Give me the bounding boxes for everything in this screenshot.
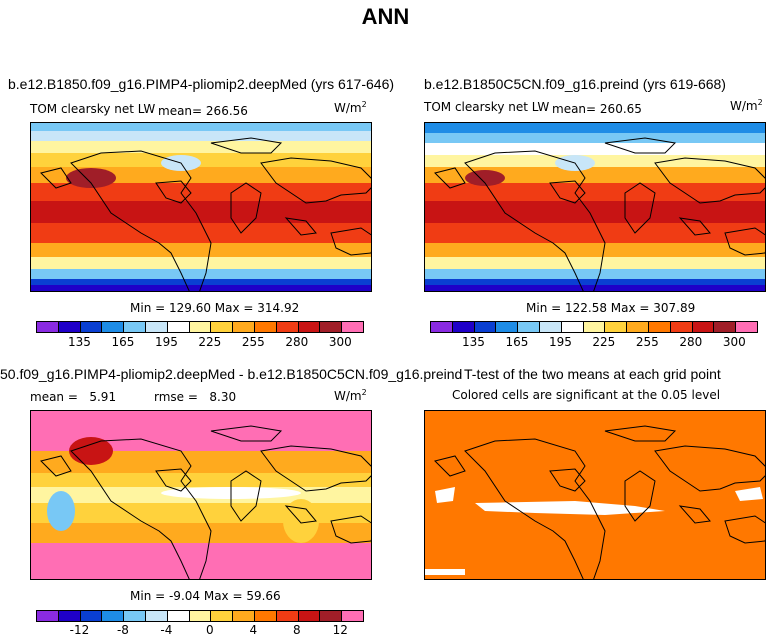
colorbar-cell <box>166 322 189 332</box>
colorbar-test <box>36 321 364 333</box>
colorbar-cell <box>473 322 496 332</box>
colorbar-cell <box>37 611 58 621</box>
colorbar-tick-label: 165 <box>111 335 135 349</box>
figure-title: ANN <box>361 4 410 29</box>
colorbar-tick-label: 225 <box>198 335 222 349</box>
colorbar-cell <box>57 322 80 332</box>
colorbar-cell <box>253 322 276 332</box>
panel-diff-units: W/m2 <box>334 388 367 403</box>
panel-test-units: W/m2 <box>334 100 367 115</box>
colorbar-cell <box>232 611 254 621</box>
panel-control-minmax: Min = 122.58 Max = 307.89 <box>526 301 696 315</box>
colorbar-cell <box>275 322 298 332</box>
colorbar-cell <box>79 611 102 621</box>
colorbar-cell <box>123 322 145 332</box>
colorbar-tick-label: 300 <box>328 335 352 349</box>
panel-test-title: b.e12.B1850.f09_g16.PIMP4-pliomip2.deepM… <box>8 76 395 92</box>
panel-diff-map <box>30 410 372 580</box>
colorbar-cell <box>123 611 145 621</box>
panel-test-mean: mean= 266.56 <box>158 104 248 118</box>
colorbar-cell <box>517 322 539 332</box>
panel-diff-minmax: Min = -9.04 Max = 59.66 <box>130 589 281 603</box>
colorbar-tick-label: 135 <box>68 335 91 349</box>
panel-ttest-map <box>424 410 766 580</box>
colorbar-tick-label: 195 <box>154 335 178 349</box>
colorbar-cell <box>431 322 452 332</box>
colorbar-cell <box>166 611 189 621</box>
colorbar-cell <box>647 322 670 332</box>
panel-ttest-subtitle: Colored cells are significant at the 0.0… <box>452 388 721 402</box>
colorbar-tick-label: 255 <box>241 335 265 349</box>
panel-test-map <box>30 122 372 292</box>
panel-control-title: b.e12.B1850C5CN.f09_g16.preind (yrs 619-… <box>424 76 726 92</box>
colorbar-cell <box>101 611 124 621</box>
colorbar-cell <box>57 611 80 621</box>
colorbar-tick-label: 12 <box>332 623 348 637</box>
panel-control-map <box>424 122 766 292</box>
colorbar-cell <box>319 611 342 621</box>
colorbar-tick-label: 255 <box>635 335 659 349</box>
colorbar-tick-label: 8 <box>292 623 301 637</box>
colorbar-cell <box>341 322 363 332</box>
colorbar-control-cells <box>431 322 757 332</box>
colorbar-cell <box>735 322 757 332</box>
panel-ttest-title: T-test of the two means at each grid poi… <box>464 366 721 382</box>
panel-control-mean-value: 260.65 <box>599 102 642 116</box>
panel-test-minmax: Min = 129.60 Max = 314.92 <box>130 301 300 315</box>
colorbar-test-cells <box>37 322 363 332</box>
colorbar-cell <box>626 322 648 332</box>
panel-test-variable: TOM clearsky net LW <box>30 102 156 116</box>
colorbar-cell <box>210 611 233 621</box>
panel-diff-title: 50.f09_g16.PIMP4-pliomip2.deepMed - b.e1… <box>0 366 463 382</box>
colorbar-tick-label: 195 <box>548 335 572 349</box>
colorbar-cell <box>319 322 342 332</box>
colorbar-cell <box>101 322 124 332</box>
colorbar-tick-label: 165 <box>505 335 529 349</box>
colorbar-cell <box>341 611 363 621</box>
colorbar-cell <box>297 611 320 621</box>
colorbar-tick-label: 225 <box>592 335 616 349</box>
colorbar-cell <box>275 611 298 621</box>
panel-control-units: W/m2 <box>730 98 763 113</box>
colorbar-tick-label: 135 <box>462 335 485 349</box>
colorbar-cell <box>538 322 561 332</box>
colorbar-cell <box>37 322 58 332</box>
colorbar-diff-cells <box>37 611 363 621</box>
colorbar-cell <box>604 322 627 332</box>
panel-diff-mean-value: 5.91 <box>89 390 117 404</box>
colorbar-cell <box>669 322 692 332</box>
colorbar-diff <box>36 610 364 622</box>
colorbar-tick-label: 4 <box>249 623 258 637</box>
colorbar-control <box>430 321 758 333</box>
colorbar-cell <box>582 322 605 332</box>
colorbar-cell <box>188 611 211 621</box>
colorbar-cell <box>188 322 211 332</box>
colorbar-tick-label: 280 <box>679 335 703 349</box>
colorbar-cell <box>451 322 474 332</box>
colorbar-tick-label: 300 <box>722 335 746 349</box>
panel-test-mean-value: 266.56 <box>205 104 248 118</box>
panel-diff-rmse: rmse = 8.30 <box>154 390 237 404</box>
colorbar-tick-label: -12 <box>69 623 90 637</box>
colorbar-cell <box>495 322 518 332</box>
panel-diff-mean: mean = 5.91 <box>30 390 117 404</box>
panel-control-variable: TOM clearsky net LW <box>424 100 550 114</box>
colorbar-cell <box>253 611 276 621</box>
colorbar-tick-label: -8 <box>116 623 129 637</box>
panel-diff-rmse-value: 8.30 <box>209 390 237 404</box>
colorbar-tick-label: 0 <box>206 623 214 637</box>
colorbar-cell <box>560 322 583 332</box>
colorbar-cell <box>713 322 736 332</box>
colorbar-cell <box>691 322 714 332</box>
colorbar-cell <box>210 322 233 332</box>
colorbar-cell <box>232 322 254 332</box>
panel-control-mean: mean= 260.65 <box>552 102 642 116</box>
colorbar-cell <box>297 322 320 332</box>
colorbar-tick-label: -4 <box>160 623 173 637</box>
colorbar-cell <box>144 611 167 621</box>
colorbar-tick-label: 280 <box>285 335 309 349</box>
colorbar-cell <box>144 322 167 332</box>
colorbar-cell <box>79 322 102 332</box>
